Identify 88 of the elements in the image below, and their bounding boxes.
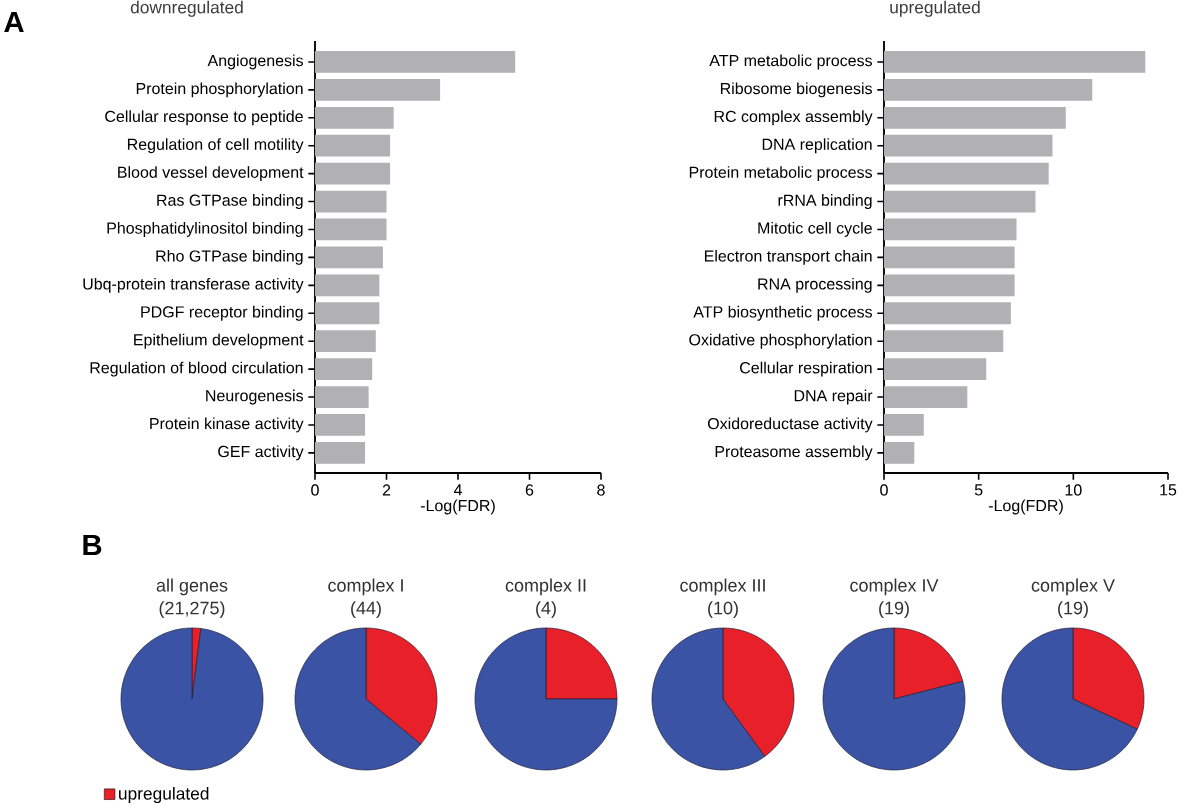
chart-title: complex I: [328, 578, 403, 596]
x-tick-label: 0: [880, 484, 888, 496]
bar: [315, 134, 391, 157]
bar: [884, 51, 1146, 73]
y-tick-label: Cellular response to peptide: [105, 110, 303, 126]
bar: [884, 330, 1004, 353]
text: B: [83, 534, 102, 556]
chart-subtitle: (10): [708, 601, 738, 618]
y-tick-label: Electron transport chain: [704, 249, 872, 265]
bar: [884, 274, 1015, 297]
y-tick-label: Ras GTPase binding: [157, 194, 303, 210]
x-tick-label: 15: [1160, 484, 1177, 496]
x-tick-label: 0: [311, 484, 319, 496]
x-tick-label: 4: [453, 484, 462, 496]
chart-title: complex II: [505, 578, 586, 596]
x-axis-title: -Log(FDR): [420, 499, 495, 515]
x-tick-label: 8: [597, 484, 605, 496]
bar: [884, 162, 1049, 185]
y-tick-label: Regulation of blood circulation: [90, 361, 303, 377]
bar: [315, 106, 394, 129]
bar: [884, 386, 968, 408]
chart-title: complex III: [680, 578, 765, 596]
y-tick-label: Oxidoreductase activity: [707, 417, 873, 433]
bar: [315, 190, 387, 213]
y-tick-label: Proteasome assembly: [715, 445, 873, 461]
y-tick-label: Mitotic cell cycle: [758, 222, 872, 237]
chart-title: complex IV: [850, 578, 939, 596]
bar: [884, 190, 1036, 213]
bar: [884, 414, 924, 436]
y-tick-label: rRNA binding: [778, 194, 872, 210]
y-tick-label: RC complex assembly: [714, 110, 873, 126]
text: A: [4, 11, 24, 33]
y-tick-label: RNA processing: [758, 277, 872, 293]
y-tick-label: DNA repair: [794, 389, 873, 405]
y-tick-label: PDGF receptor binding: [141, 305, 303, 321]
chart-title: complex V: [1031, 578, 1115, 596]
bar: [315, 51, 516, 73]
chart-subtitle: (4): [536, 601, 556, 618]
y-tick-label: ATP metabolic process: [709, 54, 873, 70]
y-tick-label: Protein metabolic process: [689, 166, 873, 182]
chart-subtitle: (21,275): [159, 601, 225, 618]
bar: [884, 134, 1053, 157]
bar: [315, 330, 376, 353]
y-tick-label: Phosphatidylinositol binding: [107, 222, 303, 237]
bar: [315, 162, 391, 185]
bar: [315, 246, 383, 269]
bar: [884, 106, 1066, 129]
y-tick-label: Rho GTPase binding: [156, 249, 303, 265]
y-tick-label: ATP biosynthetic process: [693, 305, 873, 321]
bar: [315, 218, 387, 241]
y-tick-label: Angiogenesis: [207, 54, 304, 70]
bar: [315, 78, 441, 101]
y-tick-label: DNA replication: [762, 138, 872, 154]
x-axis-title: -Log(FDR): [988, 499, 1063, 515]
bar: [884, 441, 915, 464]
y-tick-label: Cellular respiration: [740, 361, 872, 377]
y-tick-label: Protein kinase activity: [150, 417, 304, 433]
chart-subtitle: (19): [879, 601, 909, 618]
x-tick-label: 6: [525, 484, 534, 496]
bar: [884, 358, 987, 380]
x-tick-label: 5: [974, 484, 983, 496]
bar: [884, 302, 1011, 325]
y-tick-label: Blood vessel development: [118, 166, 304, 182]
chart-title: upregulated: [890, 0, 980, 17]
y-tick-label: GEF activity: [218, 445, 304, 461]
y-tick-label: Protein phosphorylation: [136, 82, 303, 98]
bar: [315, 358, 373, 380]
y-tick-label: Oxidative phosphorylation: [689, 333, 872, 349]
bar: [315, 441, 366, 464]
bar: [315, 302, 380, 325]
y-tick-label: Epithelium development: [134, 333, 304, 349]
y-tick-label: Ubq-protein transferase activity: [83, 277, 304, 293]
chart-title: all genes: [156, 578, 228, 596]
x-tick-label: 10: [1065, 484, 1082, 496]
y-tick-label: Neurogenesis: [206, 389, 304, 405]
chart-subtitle: (19): [1058, 601, 1088, 618]
bar: [884, 246, 1015, 269]
chart-subtitle: (44): [351, 601, 381, 618]
bar: [884, 78, 1093, 101]
bar: [315, 274, 380, 297]
bar: [884, 218, 1017, 241]
y-tick-label: Regulation of cell motility: [127, 138, 304, 154]
bar: [315, 386, 369, 408]
bar: [315, 414, 366, 436]
chart-title: downregulated: [130, 0, 243, 17]
y-tick-label: Ribosome biogenesis: [720, 82, 872, 98]
x-tick-label: 2: [382, 484, 391, 496]
legend-label: upregulated: [119, 786, 209, 804]
